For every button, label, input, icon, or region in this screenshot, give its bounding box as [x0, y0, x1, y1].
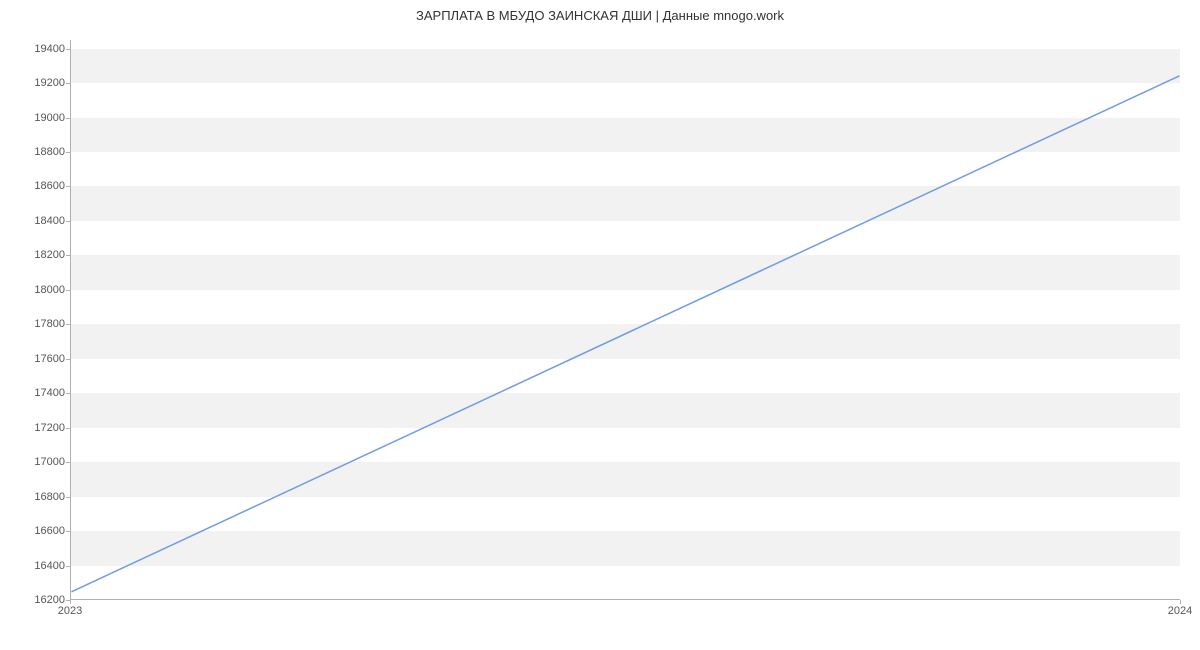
- x-tick-mark: [70, 600, 71, 604]
- y-tick-label: 17800: [5, 318, 65, 330]
- y-tick-mark: [66, 393, 70, 394]
- y-tick-mark: [66, 566, 70, 567]
- y-tick-label: 18400: [5, 215, 65, 227]
- y-tick-label: 16400: [5, 560, 65, 572]
- y-tick-mark: [66, 83, 70, 84]
- y-tick-label: 16600: [5, 525, 65, 537]
- y-tick-label: 17400: [5, 387, 65, 399]
- y-tick-label: 17200: [5, 422, 65, 434]
- y-tick-mark: [66, 462, 70, 463]
- y-tick-label: 18000: [5, 284, 65, 296]
- y-tick-mark: [66, 221, 70, 222]
- chart-title: ЗАРПЛАТА В МБУДО ЗАИНСКАЯ ДШИ | Данные m…: [0, 8, 1200, 23]
- y-tick-label: 18600: [5, 180, 65, 192]
- y-tick-label: 18800: [5, 146, 65, 158]
- y-tick-mark: [66, 255, 70, 256]
- y-tick-mark: [66, 428, 70, 429]
- plot-area: [70, 40, 1180, 600]
- y-tick-label: 16200: [5, 594, 65, 606]
- x-tick-label: 2024: [1168, 605, 1192, 617]
- line-layer: [71, 40, 1180, 599]
- y-tick-label: 17000: [5, 456, 65, 468]
- x-tick-label: 2023: [58, 605, 82, 617]
- salary-line-chart: ЗАРПЛАТА В МБУДО ЗАИНСКАЯ ДШИ | Данные m…: [0, 0, 1200, 650]
- y-tick-label: 17600: [5, 353, 65, 365]
- y-tick-mark: [66, 324, 70, 325]
- y-tick-mark: [66, 118, 70, 119]
- y-tick-label: 19400: [5, 43, 65, 55]
- x-tick-mark: [1180, 600, 1181, 604]
- y-tick-label: 16800: [5, 491, 65, 503]
- y-tick-mark: [66, 531, 70, 532]
- y-tick-mark: [66, 152, 70, 153]
- y-tick-mark: [66, 186, 70, 187]
- y-tick-mark: [66, 49, 70, 50]
- y-tick-mark: [66, 359, 70, 360]
- y-tick-mark: [66, 497, 70, 498]
- y-tick-label: 19000: [5, 112, 65, 124]
- series-line-salary: [71, 76, 1179, 592]
- y-tick-label: 19200: [5, 77, 65, 89]
- y-tick-mark: [66, 290, 70, 291]
- y-tick-label: 18200: [5, 249, 65, 261]
